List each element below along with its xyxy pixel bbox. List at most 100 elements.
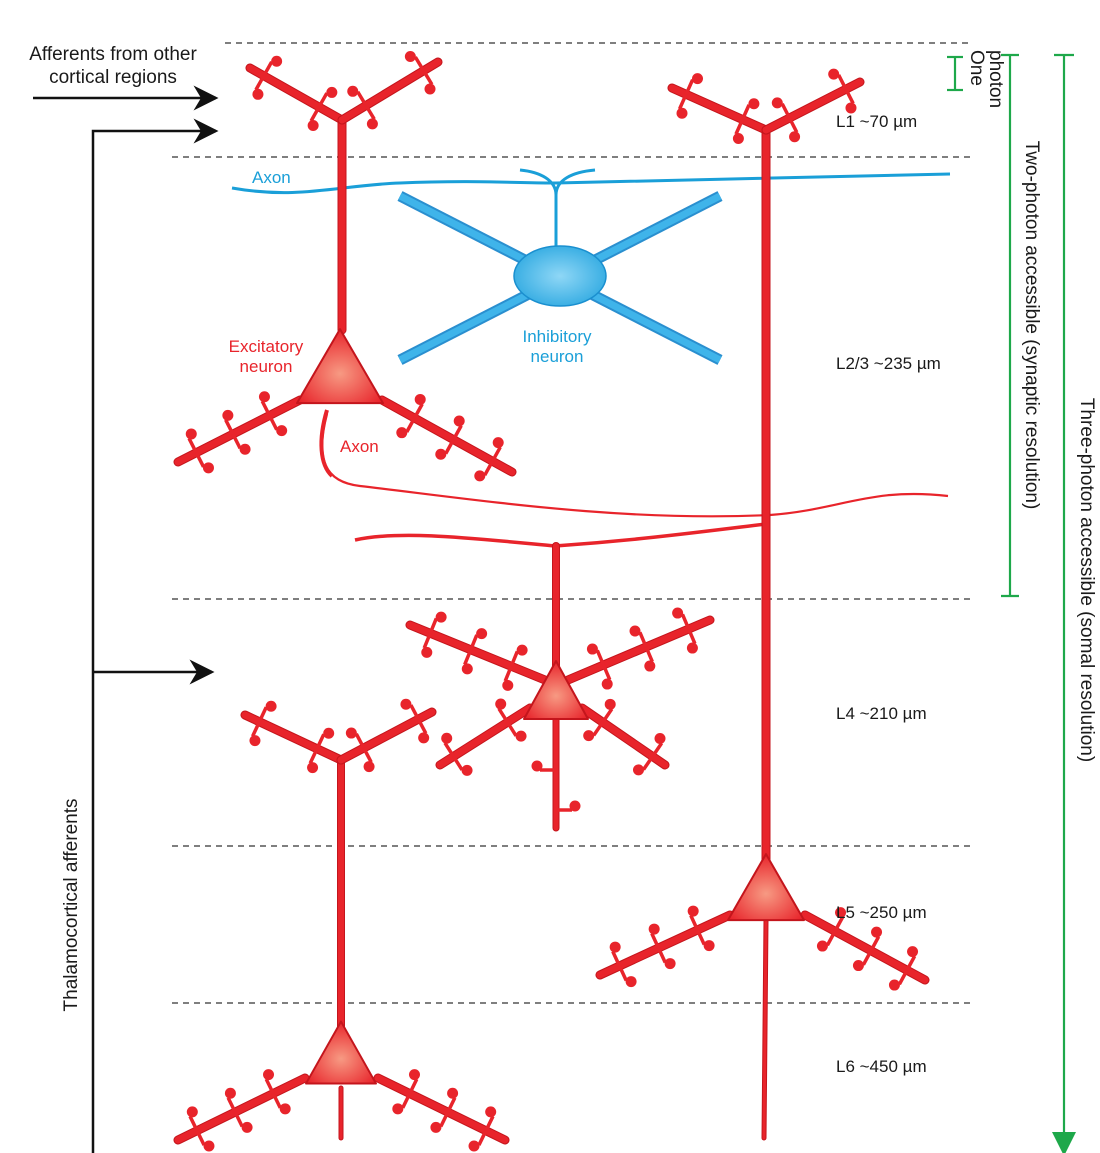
excitatory-soma: [727, 853, 805, 922]
dendritic-spine-head: [748, 98, 760, 110]
dendritic-spine-head: [400, 698, 412, 710]
dendritic-spine-head: [461, 764, 473, 776]
layer-labels: L1 ~70 µm L2/3 ~235 µm L4 ~210 µm L5 ~25…: [836, 112, 941, 1076]
inhibitory-axon: [231, 172, 951, 195]
dendritic-spine-head: [307, 120, 319, 132]
dendritic-spine-head: [468, 1140, 480, 1152]
dendritic-spine: [264, 1078, 275, 1095]
dendritic-spine-head: [241, 1121, 253, 1133]
dendritic-spine-head: [435, 448, 447, 460]
dendritic-spine-head: [629, 625, 641, 637]
dendritic-spine-head: [583, 730, 595, 742]
dendritic-spine-head: [186, 1106, 198, 1118]
excitatory-soma: [523, 660, 589, 721]
dendritic-spine: [844, 88, 855, 105]
dendritic-spine: [409, 704, 420, 721]
excitatory-soma: [305, 1020, 377, 1085]
dendritic-spine: [601, 708, 614, 724]
thalamocortical-label: Thalamocortical afferents: [61, 799, 82, 1012]
dendritic-spine-head: [654, 733, 666, 745]
dendritic-spine: [356, 90, 368, 107]
dendritic-spine: [897, 969, 909, 986]
dendritic-spine: [787, 117, 799, 134]
dendritic-spine: [595, 649, 606, 666]
dendritic-spine-head: [326, 86, 338, 98]
dendritic-spine-head: [345, 727, 357, 739]
dendritic-spine-head: [515, 730, 527, 742]
layer-label-l23: L2/3 ~235 µm: [836, 354, 941, 373]
dendritic-spine: [188, 1115, 199, 1132]
dendritic-spine: [684, 78, 695, 96]
dendritic-spine-head: [625, 976, 637, 988]
dendritic-spine: [444, 438, 456, 455]
dendritic-spine: [695, 929, 706, 946]
dendritic-spine-head: [676, 107, 688, 119]
dendritic-spine-head: [609, 941, 621, 953]
dendritic-spine-head: [202, 462, 214, 474]
dendritic-spine: [413, 56, 426, 72]
dendritic-spine-head: [265, 700, 277, 712]
dendritic-spine-head: [648, 923, 660, 935]
dendritic-spine-head: [531, 760, 543, 772]
dendritic-spine-head: [732, 132, 744, 144]
dendritic-spine-head: [363, 761, 375, 773]
dendritic-spine: [439, 1111, 450, 1128]
dendritic-spine: [364, 104, 376, 121]
dendritic-spine-head: [502, 679, 514, 691]
stellate-dendrite: [436, 704, 534, 769]
dendritic-spine-head: [907, 946, 919, 958]
dendritic-spine-head: [453, 415, 465, 427]
dendritic-spine: [611, 950, 622, 967]
dendritic-spine: [226, 1096, 237, 1113]
apical-tuft-branch: [762, 78, 864, 134]
basal-dendrite: [174, 396, 304, 466]
dendritic-spine-head: [396, 427, 408, 439]
dendritic-spine-head: [686, 642, 698, 654]
dendritic-spine-head: [404, 51, 416, 63]
dendritic-spine: [422, 69, 434, 86]
inhibitory-neuron: [397, 168, 723, 365]
dendritic-spine-head: [366, 118, 378, 130]
excitatory-axon-start: [319, 409, 334, 478]
basal-dendrite: [596, 911, 734, 979]
dendritic-spine: [509, 650, 519, 667]
dendritic-spine-head: [604, 698, 616, 710]
one-photon-bracket: [947, 55, 963, 92]
dendritic-spine-head: [414, 393, 426, 405]
three-photon-label: Three-photon accessible (somal resolutio…: [1076, 398, 1097, 762]
dendritic-spine: [687, 628, 697, 645]
dendritic-spine-head: [430, 1121, 442, 1133]
dendritic-spine: [443, 741, 455, 758]
apical-tuft-branch: [241, 711, 345, 764]
two-photon-label: Two-photon accessible (synaptic resoluti…: [1021, 141, 1042, 510]
dendritic-spine-head: [249, 735, 261, 747]
basal-dendrite: [174, 1074, 309, 1144]
dendritic-spine-head: [692, 73, 704, 85]
dendritic-spine: [833, 916, 845, 933]
dendritic-spine: [315, 733, 326, 750]
inhibitory-label-2: neuron: [531, 347, 584, 366]
dendritic-spine: [401, 1092, 412, 1109]
dendritic-spine: [271, 1092, 282, 1109]
dendritic-spine-head: [307, 762, 319, 774]
dendritic-spine: [837, 74, 848, 90]
dendritic-spine-head: [224, 1087, 236, 1099]
dendritic-spine-head: [771, 97, 783, 109]
dendritic-spine: [638, 631, 648, 648]
dendritic-spine-head: [632, 764, 644, 776]
one-photon-label-2: photon: [985, 50, 1006, 108]
two-photon-bracket: [1001, 53, 1019, 598]
dendritic-spine-head: [474, 470, 486, 482]
dendritic-spine: [680, 613, 691, 630]
dendritic-spine: [869, 935, 881, 952]
dendritic-spine: [257, 706, 268, 723]
dendritic-spine: [262, 61, 274, 77]
dendritic-spine: [233, 1111, 244, 1128]
dendritic-spine: [408, 1078, 419, 1095]
dendritic-spine: [452, 755, 464, 771]
apical-tuft-branch: [246, 64, 346, 124]
dendritic-spine: [644, 646, 654, 663]
dendritic-spine-head: [185, 428, 197, 440]
dendritic-spine-head: [586, 643, 598, 655]
